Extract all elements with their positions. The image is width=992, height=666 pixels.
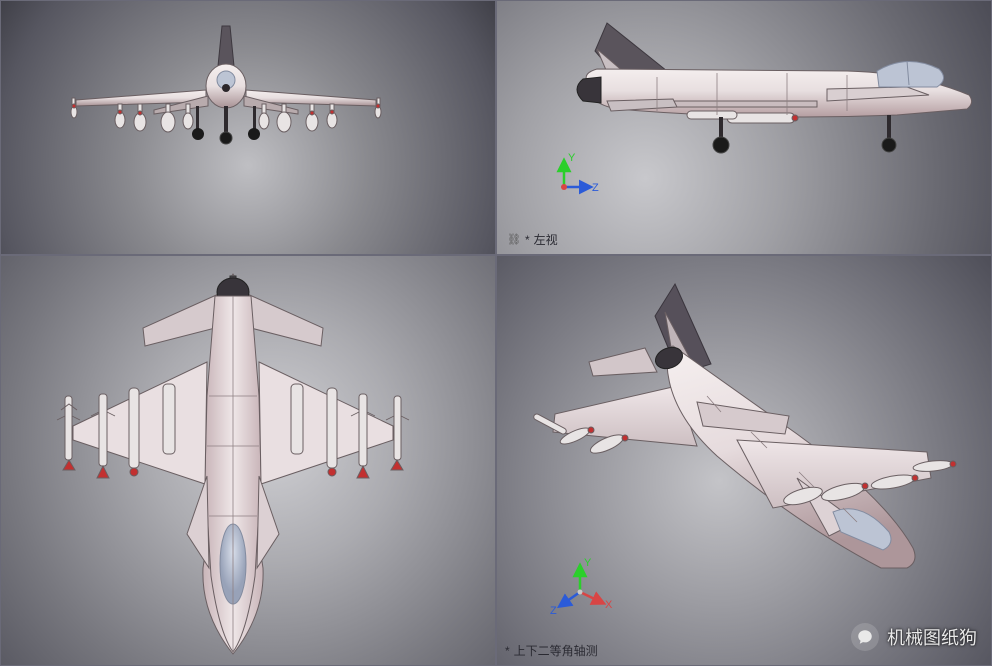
axis-origin [578, 590, 583, 595]
axis-label-x: X [605, 599, 613, 611]
axis-label-z: Z [592, 182, 599, 194]
viewport-left[interactable]: Y Z ⛓ * 左视 [496, 0, 992, 255]
viewport-top[interactable] [0, 255, 496, 666]
link-icon: ⛓ [507, 233, 521, 246]
view-caption-dimetric: * 上下二等角轴测 [505, 642, 598, 659]
viewport-front[interactable] [0, 0, 496, 255]
chat-bubble-icon [851, 623, 879, 651]
caption-prefix: * [525, 233, 530, 247]
axis-label-y: Y [568, 152, 576, 164]
axis-label-y: Y [584, 557, 592, 569]
axis-triad: Y X Z [545, 557, 615, 627]
view-caption-left: ⛓ * 左视 [507, 231, 558, 248]
axis-triad: Y Z [529, 152, 599, 222]
watermark: 机械图纸狗 [851, 623, 977, 651]
viewport-dimetric[interactable]: Y X Z * 上下二等角轴测 机械图纸狗 [496, 255, 992, 666]
caption-prefix: * [505, 644, 510, 658]
caption-text: 上下二等角轴测 [514, 642, 598, 659]
viewport-background [1, 256, 495, 665]
caption-text: 左视 [534, 231, 558, 248]
axis-origin [561, 184, 567, 190]
viewport-background [1, 1, 495, 254]
viewport-grid: Y Z ⛓ * 左视 [0, 0, 992, 666]
watermark-text: 机械图纸狗 [887, 624, 977, 650]
axis-label-z: Z [550, 605, 557, 617]
